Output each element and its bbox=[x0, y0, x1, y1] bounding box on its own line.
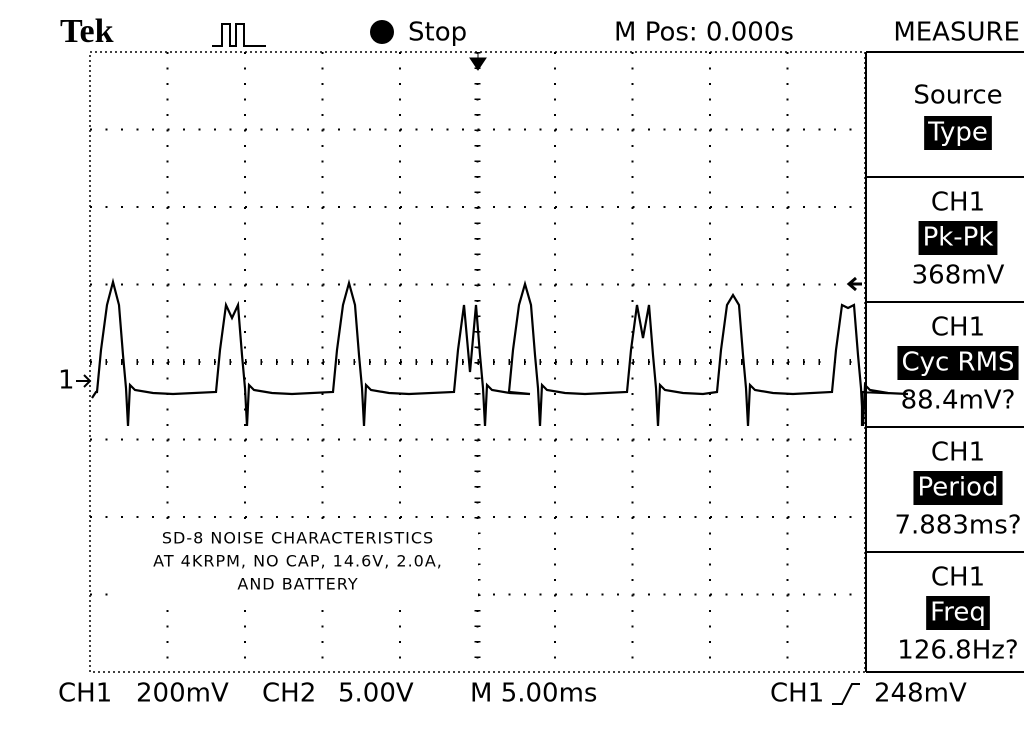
ch2-scale: 5.00V bbox=[338, 679, 414, 709]
ground-marker bbox=[76, 374, 92, 388]
measure-label: CH1 bbox=[931, 563, 985, 593]
measure-selected-bg bbox=[926, 596, 990, 630]
ch1-scale: 200mV bbox=[136, 679, 229, 709]
menu-title: MEASURE bbox=[893, 18, 1020, 48]
measure-selected-bg bbox=[924, 116, 992, 150]
acquire-icon bbox=[212, 23, 266, 47]
stop-icon bbox=[370, 20, 394, 44]
measure-panel: Source Type CH1 Pk-Pk 368mV CH1 Cyc RMS 88.4mV?… bbox=[865, 51, 1024, 673]
brand: Tek bbox=[60, 13, 114, 50]
measure-selected: Freq bbox=[930, 598, 986, 628]
annotation-line: AT 4KRPM, NO CAP, 14.6V, 2.0A, bbox=[153, 552, 443, 571]
annotation-line: AND BATTERY bbox=[237, 575, 358, 594]
measure-selected: Period bbox=[917, 473, 998, 503]
position: M Pos: 0.000s bbox=[614, 18, 794, 48]
measure-reading: 126.8Hz? bbox=[897, 636, 1018, 666]
annotation-line: SD-8 NOISE CHARACTERISTICS bbox=[162, 529, 434, 548]
measure-label: CH1 bbox=[931, 188, 985, 218]
ch2-label: CH2 bbox=[262, 679, 316, 709]
trigger-slope-icon bbox=[832, 683, 860, 705]
measure-reading: 368mV bbox=[912, 261, 1005, 291]
measure-reading: 7.883ms? bbox=[894, 511, 1021, 541]
waveform bbox=[91, 277, 909, 427]
trigger-level-marker bbox=[846, 276, 862, 292]
timebase: M 5.00ms bbox=[470, 679, 597, 709]
measure-selected: Cyc RMS bbox=[901, 348, 1014, 378]
measure-label: Source bbox=[913, 81, 1002, 111]
trigger-source: CH1 bbox=[770, 679, 824, 709]
annotation-box bbox=[118, 526, 478, 598]
measure-selected-bg bbox=[918, 221, 998, 255]
ch1-label: CH1 bbox=[58, 679, 112, 709]
measure-reading: 88.4mV? bbox=[901, 386, 1016, 416]
measure-selected-bg bbox=[913, 471, 1003, 505]
measure-selected-bg bbox=[897, 346, 1019, 380]
measure-selected: Pk-Pk bbox=[923, 223, 994, 253]
measure-label: CH1 bbox=[931, 438, 985, 468]
channel-marker: 1 bbox=[58, 366, 75, 396]
trigger-level: 248mV bbox=[874, 679, 967, 709]
measure-label: CH1 bbox=[931, 313, 985, 343]
run-state: Stop bbox=[408, 18, 467, 48]
trigger-position-marker bbox=[469, 52, 487, 71]
measure-selected: Type bbox=[927, 118, 988, 148]
